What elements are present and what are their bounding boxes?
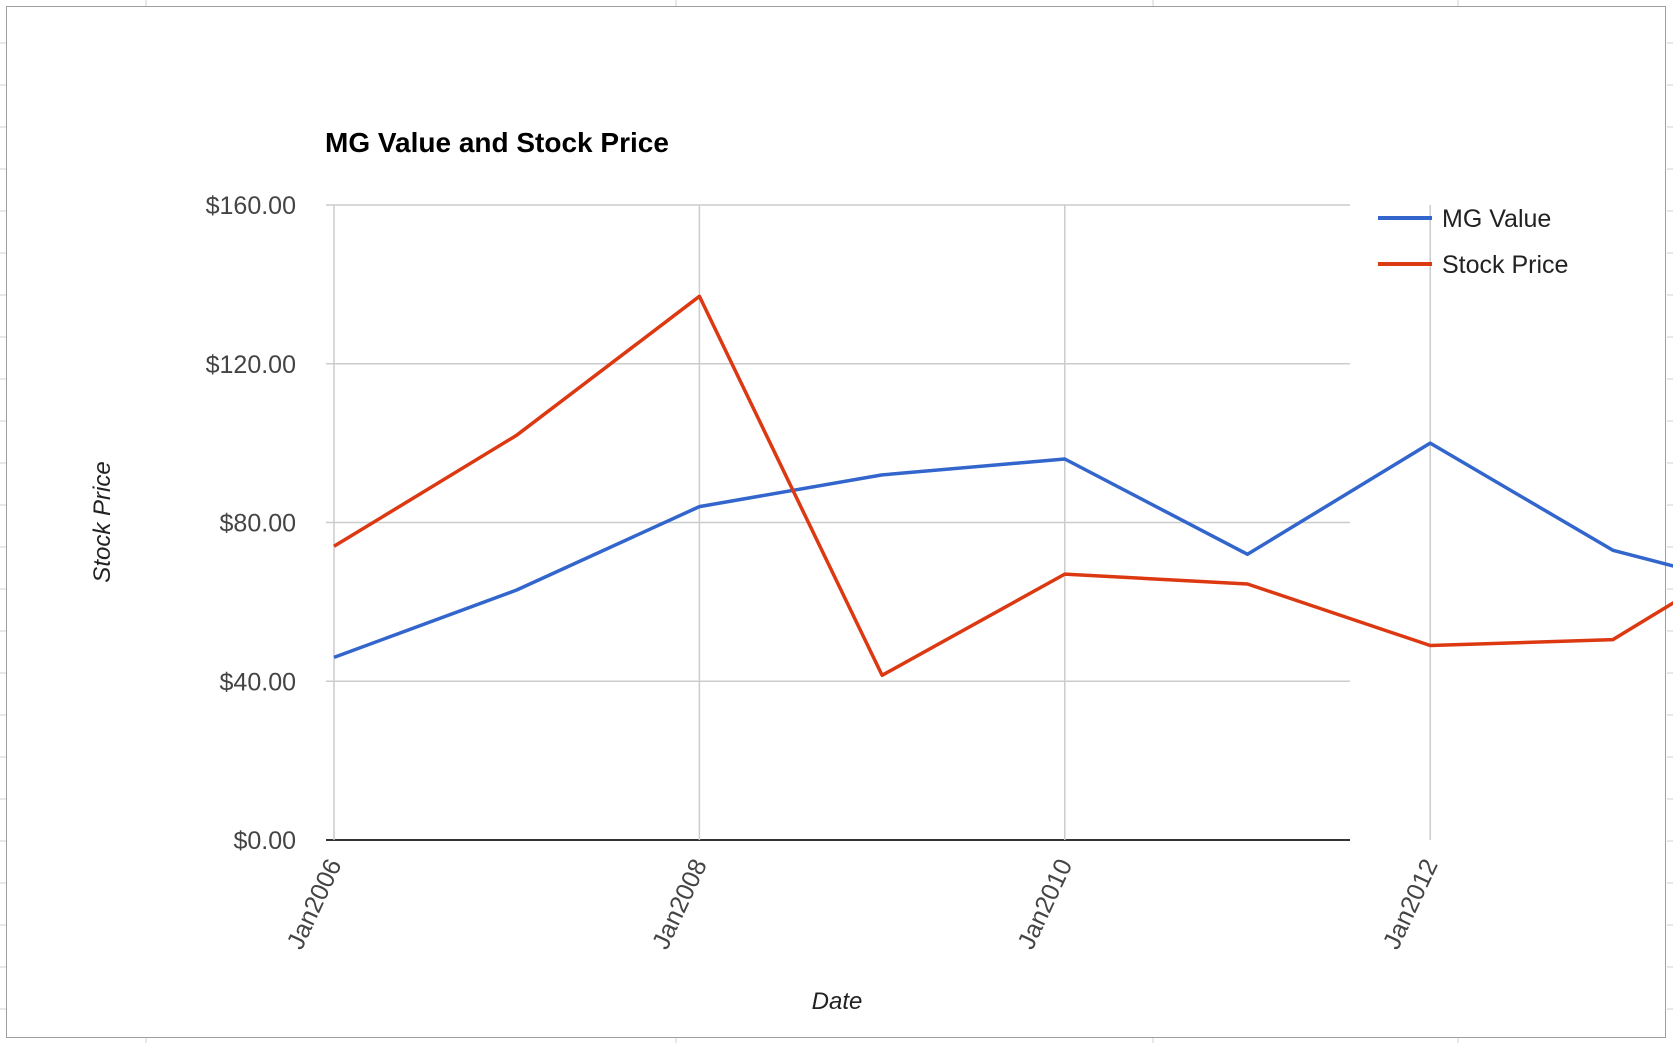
legend-label-stock-price: Stock Price	[1442, 251, 1568, 279]
x-axis-title: Date	[812, 988, 863, 1015]
x-tick-label: Jan2006	[282, 855, 348, 954]
y-axis-title: Stock Price	[89, 461, 116, 582]
legend-label-mg-value: MG Value	[1442, 205, 1551, 233]
y-tick-label: $160.00	[206, 192, 296, 220]
series-line-stock-price[interactable]	[333, 294, 1673, 678]
legend-item-stock-price[interactable]: Stock Price	[1378, 251, 1568, 279]
series-lines	[333, 294, 1673, 743]
y-tick-label: $0.00	[233, 827, 296, 855]
legend-item-mg-value[interactable]: MG Value	[1378, 205, 1551, 233]
legend[interactable]: MG Value Stock Price	[1378, 205, 1568, 279]
x-tick-label: Jan2008	[647, 855, 713, 954]
x-tick-label: Jan2012	[1378, 855, 1444, 954]
y-tick-label: $80.00	[220, 510, 296, 538]
y-axis: $0.00 $40.00 $80.00 $120.00 $160.00	[206, 192, 296, 855]
y-tick-label: $120.00	[206, 351, 296, 379]
x-tick-label: Jan2010	[1012, 855, 1078, 954]
series-line-mg-value[interactable]	[333, 441, 1673, 743]
gridlines	[326, 204, 1431, 841]
chart-title: MG Value and Stock Price	[325, 127, 669, 158]
x-axis: Jan2006Jan2008Jan2010Jan2012Jan2014Jan20…	[282, 855, 1444, 954]
y-tick-label: $40.00	[220, 668, 296, 696]
